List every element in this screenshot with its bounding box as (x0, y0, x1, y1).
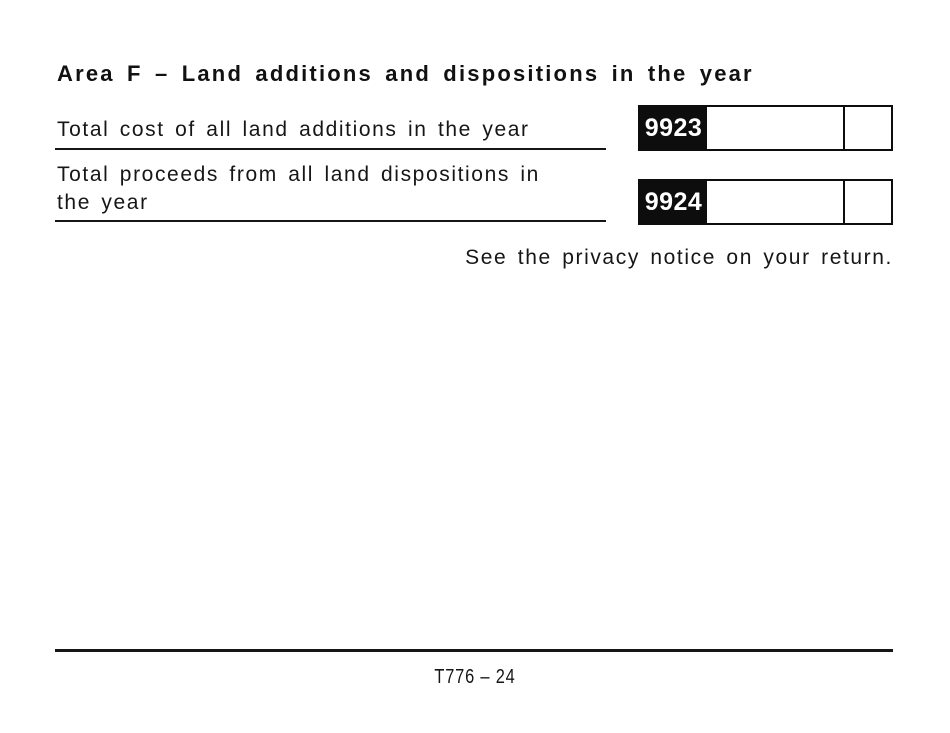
form-code-footer: T776 – 24 (434, 666, 516, 688)
field-label-9923: Total cost of all land additions in the … (55, 116, 606, 150)
cents-field-9923[interactable] (843, 107, 891, 149)
privacy-notice: See the privacy notice on your return. (465, 246, 893, 269)
field-box-9923: 9923 (638, 105, 893, 151)
line-code-badge-9923: 9923 (640, 107, 707, 149)
amount-field-9923[interactable] (707, 107, 843, 149)
line-code-badge-9924: 9924 (640, 181, 707, 223)
footer-divider (55, 649, 893, 652)
amount-field-9924[interactable] (707, 181, 843, 223)
section-title: Area F – Land additions and dispositions… (57, 61, 754, 86)
field-label-9924: Total proceeds from all land disposition… (55, 161, 606, 222)
field-box-9924: 9924 (638, 179, 893, 225)
cents-field-9924[interactable] (843, 181, 891, 223)
